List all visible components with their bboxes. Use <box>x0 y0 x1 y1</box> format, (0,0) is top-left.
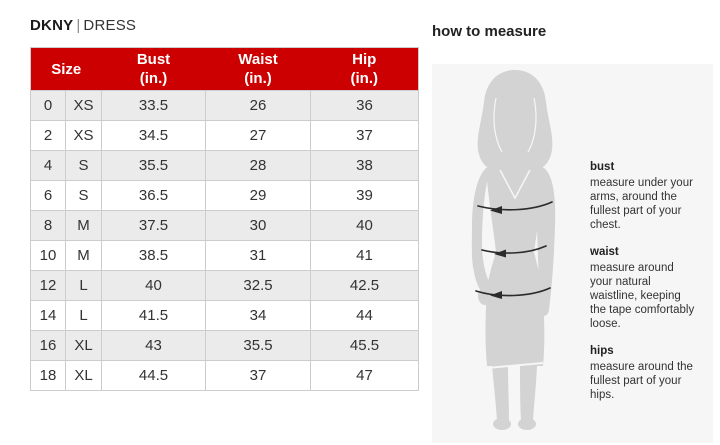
woman-silhouette-icon <box>471 70 556 430</box>
table-row: 16 XL 43 35.5 45.5 <box>30 330 420 361</box>
waist-cell: 29 <box>205 180 312 211</box>
size-label-cell: XL <box>64 360 103 391</box>
hip-cell: 45.5 <box>310 330 420 361</box>
title-separator: | <box>76 17 81 34</box>
bust-cell: 33.5 <box>101 90 207 121</box>
size-num-cell: 12 <box>30 270 66 301</box>
bust-unit: (in.) <box>139 70 168 87</box>
table-row: 0 XS 33.5 26 36 <box>30 90 420 121</box>
product-name: DRESS <box>83 17 137 34</box>
waist-cell: 26 <box>205 90 312 121</box>
header-row: Size Bust (in.) Waist (in.) Hip (in.) <box>30 47 419 91</box>
table-row: 8 M 37.5 30 40 <box>30 210 420 241</box>
hip-unit: (in.) <box>350 70 379 87</box>
how-to-measure-section: how to measure <box>432 22 713 443</box>
size-num-cell: 16 <box>30 330 66 361</box>
waist-label: waist <box>590 246 619 258</box>
table-row: 4 S 35.5 28 38 <box>30 150 420 181</box>
size-label-cell: S <box>64 150 103 181</box>
hip-cell: 37 <box>310 120 420 151</box>
hips-text: measure around the fullest part of your … <box>590 361 693 401</box>
hips-label: hips <box>590 345 614 357</box>
size-label-cell: M <box>64 210 103 241</box>
bust-label: bust <box>590 161 615 173</box>
bust-cell: 43 <box>101 330 207 361</box>
bust-cell: 36.5 <box>101 180 207 211</box>
hip-cell: 41 <box>310 240 420 271</box>
size-label-cell: XL <box>64 330 103 361</box>
size-num-cell: 8 <box>30 210 66 241</box>
waist-cell: 27 <box>205 120 312 151</box>
table-row: 2 XS 34.5 27 37 <box>30 120 420 151</box>
waist-instructions: waist measure around your natural waistl… <box>590 245 699 331</box>
table-row: 14 L 41.5 34 44 <box>30 300 420 331</box>
size-num-cell: 4 <box>30 150 66 181</box>
bust-text: measure under your arms, around the full… <box>590 177 693 231</box>
waist-arrow-icon <box>481 245 547 258</box>
waist-text: measure around your natural waistline, k… <box>590 262 695 330</box>
table-row: 6 S 36.5 29 39 <box>30 180 420 211</box>
bust-header: Bust (in.) <box>101 47 206 91</box>
size-chart-table: Size Bust (in.) Waist (in.) Hip (in.) 0 <box>30 47 420 391</box>
bust-cell: 35.5 <box>101 150 207 181</box>
size-label-cell: M <box>64 240 103 271</box>
size-num-cell: 10 <box>30 240 66 271</box>
hip-cell: 39 <box>310 180 420 211</box>
waist-cell: 30 <box>205 210 312 241</box>
brand-name: DKNY <box>30 17 74 34</box>
size-num-cell: 18 <box>30 360 66 391</box>
size-header: Size <box>30 47 102 91</box>
page-title: DKNY | DRESS <box>30 17 418 35</box>
table-row: 18 XL 44.5 37 47 <box>30 360 420 391</box>
hip-cell: 36 <box>310 90 420 121</box>
hip-cell: 40 <box>310 210 420 241</box>
how-to-measure-title: how to measure <box>432 23 547 40</box>
waist-header: Waist (in.) <box>205 47 311 91</box>
bust-arrow-icon <box>477 201 553 214</box>
hip-cell: 42.5 <box>310 270 420 301</box>
table-row: 10 M 38.5 31 41 <box>30 240 420 271</box>
measurement-figure <box>432 64 588 440</box>
hip-arrow-icon <box>475 287 551 299</box>
measure-panel: bust measure under your arms, around the… <box>432 64 713 443</box>
bust-cell: 37.5 <box>101 210 207 241</box>
size-label-cell: S <box>64 180 103 211</box>
bust-instructions: bust measure under your arms, around the… <box>590 160 699 232</box>
waist-cell: 34 <box>205 300 312 331</box>
bust-cell: 41.5 <box>101 300 207 331</box>
waist-cell: 32.5 <box>205 270 312 301</box>
size-label-cell: L <box>64 270 103 301</box>
size-chart-section: DKNY | DRESS Size Bust (in.) Waist (in.) <box>30 17 420 391</box>
bust-cell: 44.5 <box>101 360 207 391</box>
hips-instructions: hips measure around the fullest part of … <box>590 344 699 402</box>
size-label-cell: XS <box>64 90 103 121</box>
bust-cell: 38.5 <box>101 240 207 271</box>
hip-cell: 47 <box>310 360 420 391</box>
table-row: 12 L 40 32.5 42.5 <box>30 270 420 301</box>
bust-cell: 34.5 <box>101 120 207 151</box>
waist-cell: 35.5 <box>205 330 312 361</box>
hip-cell: 38 <box>310 150 420 181</box>
waist-cell: 37 <box>205 360 312 391</box>
hip-header: Hip (in.) <box>310 47 419 91</box>
size-label-cell: XS <box>64 120 103 151</box>
size-num-cell: 14 <box>30 300 66 331</box>
size-num-cell: 6 <box>30 180 66 211</box>
hip-cell: 44 <box>310 300 420 331</box>
measure-instructions: bust measure under your arms, around the… <box>588 64 705 443</box>
bust-cell: 40 <box>101 270 207 301</box>
waist-cell: 31 <box>205 240 312 271</box>
size-label-cell: L <box>64 300 103 331</box>
waist-unit: (in.) <box>244 70 272 87</box>
size-num-cell: 0 <box>30 90 66 121</box>
waist-cell: 28 <box>205 150 312 181</box>
size-num-cell: 2 <box>30 120 66 151</box>
